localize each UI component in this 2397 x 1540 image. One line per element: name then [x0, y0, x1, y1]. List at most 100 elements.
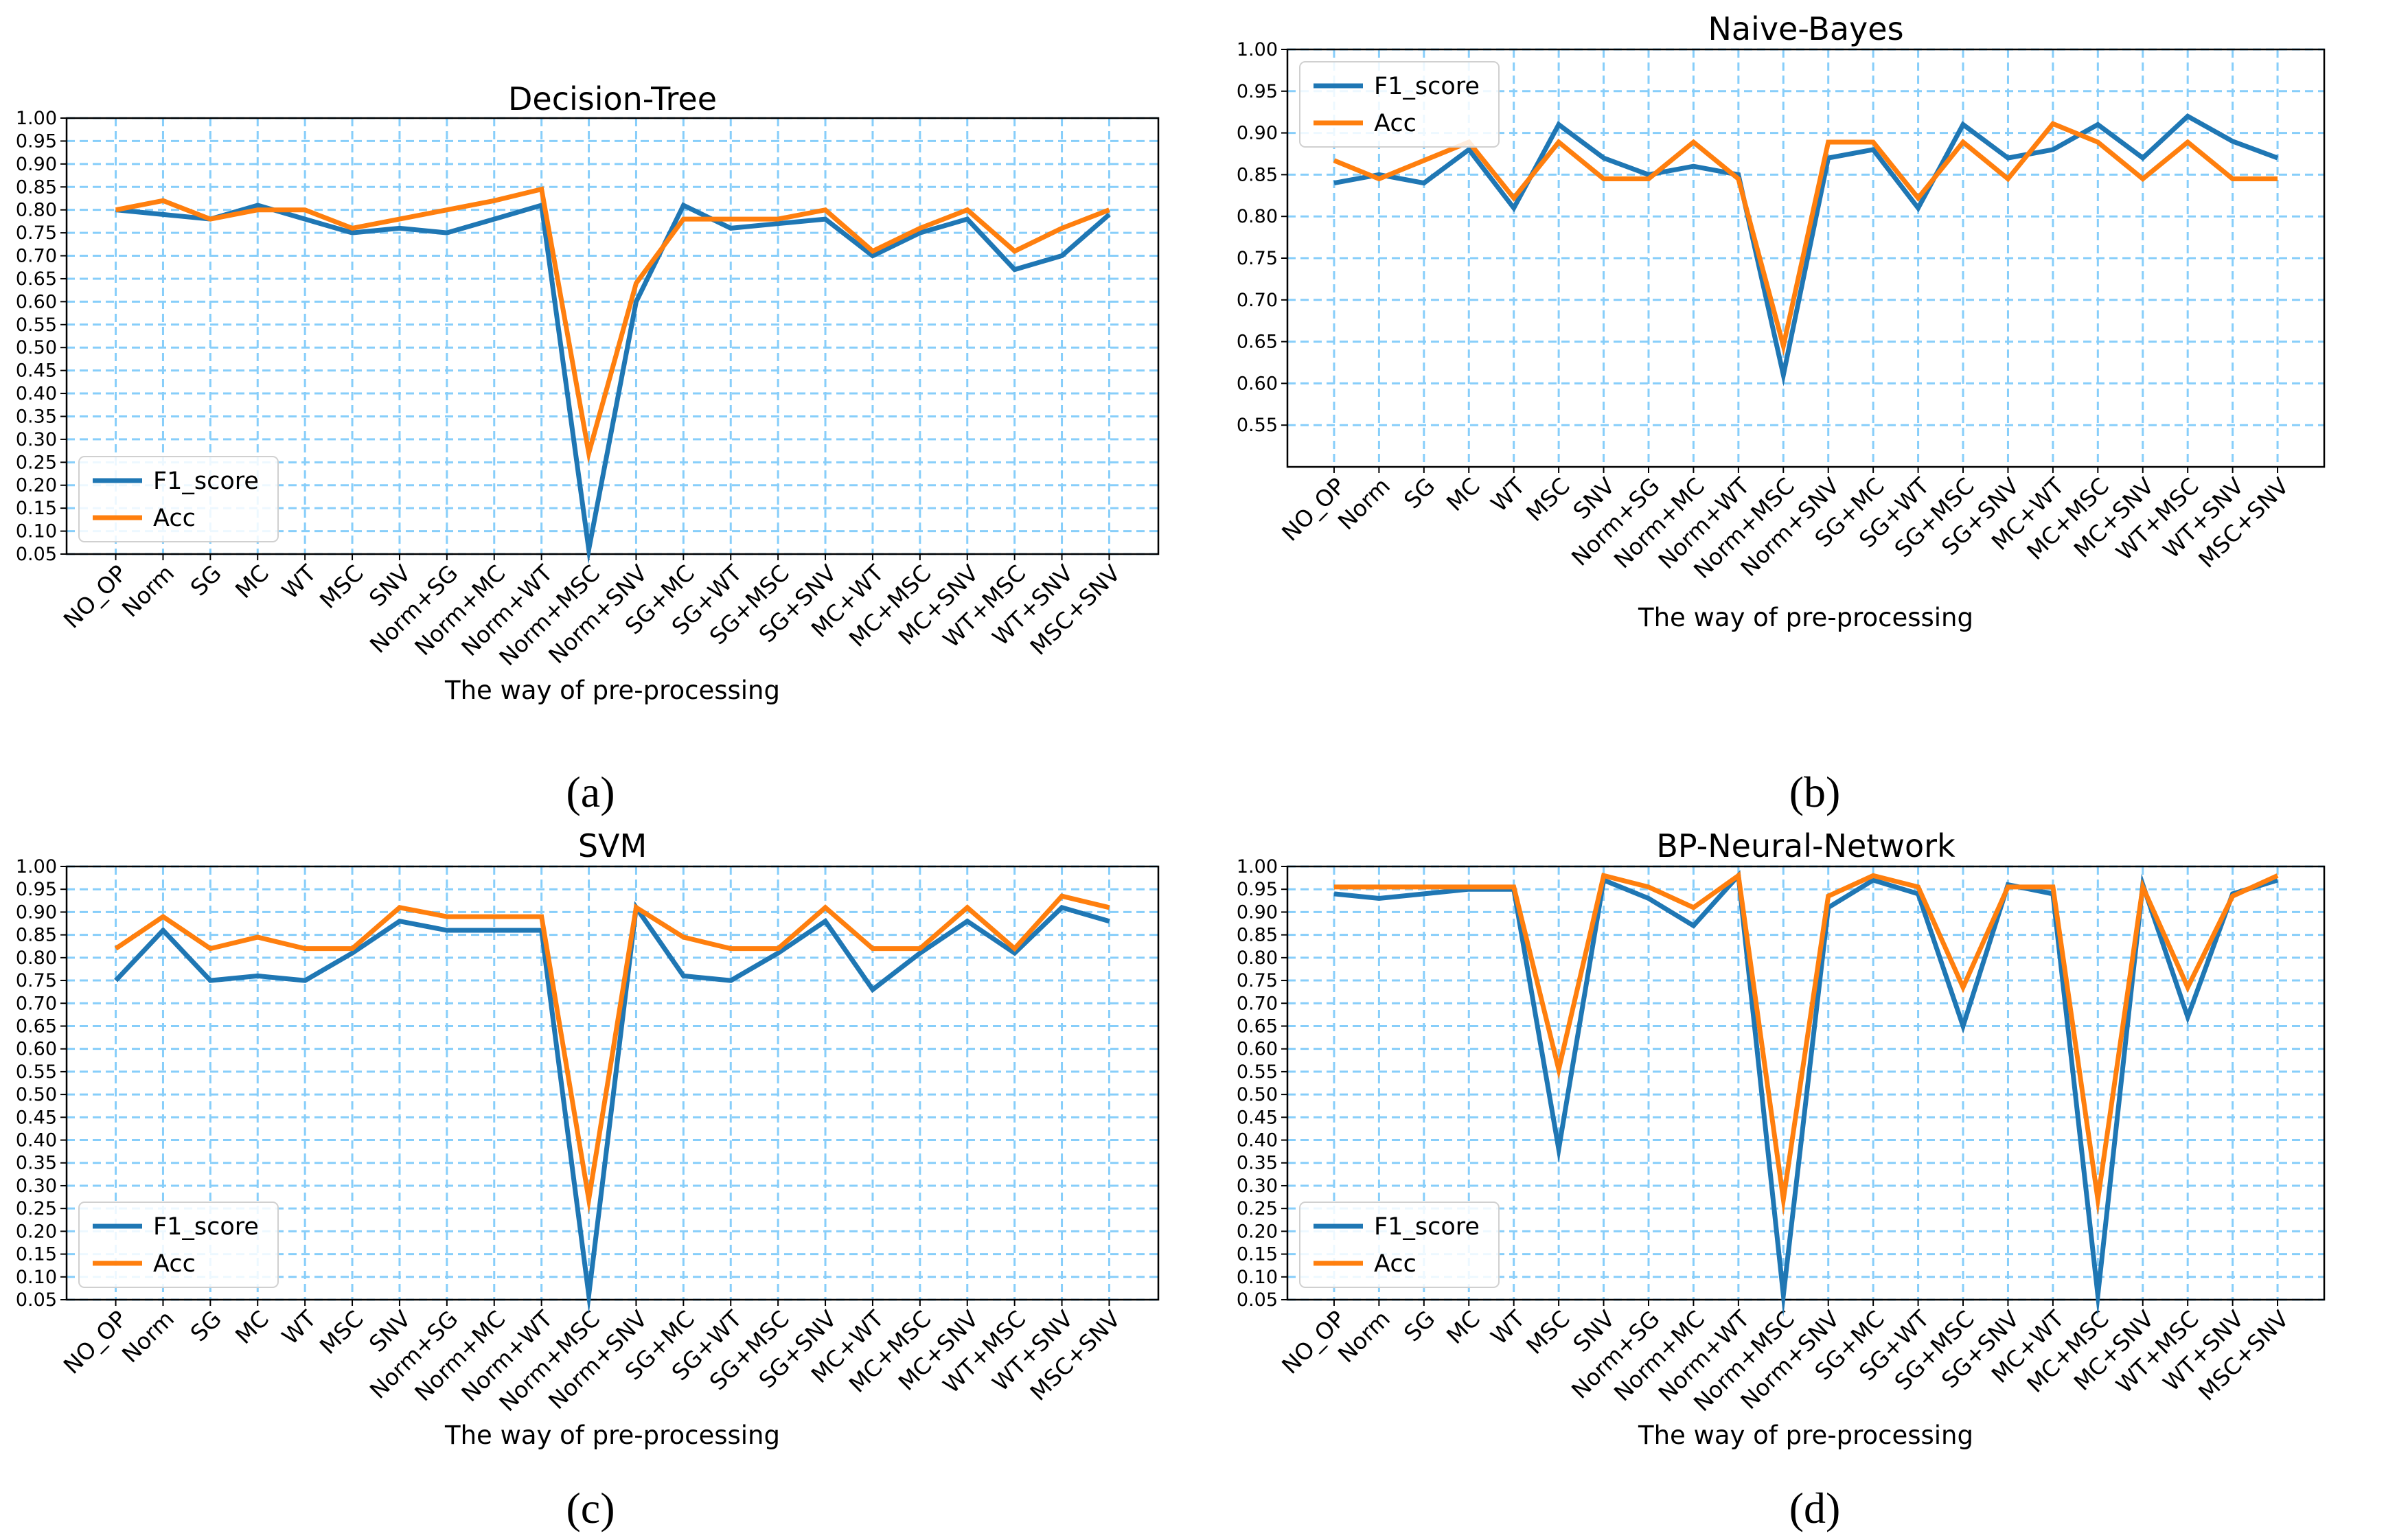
y-tick-label: 0.50	[16, 337, 57, 358]
y-tick-label: 0.10	[16, 1267, 57, 1288]
y-tick-label: 0.95	[16, 130, 57, 152]
x-tick-label: MSC	[1521, 472, 1575, 527]
legend: F1_score Acc	[78, 1202, 279, 1288]
x-axis-label: The way of pre-processing	[444, 1421, 780, 1450]
y-tick-label: 0.65	[16, 1015, 57, 1037]
legend-label: F1_score	[1374, 1213, 1480, 1241]
y-tick-label: 0.25	[1237, 1198, 1278, 1219]
y-tick-label: 0.15	[1237, 1244, 1278, 1265]
chart-title: SVM	[578, 827, 647, 864]
y-tick-label: 0.90	[1237, 901, 1278, 923]
chart-panel-2: 0.55 0.60 0.65 0.70 0.75 0.80 0.85 0.90 0.95 1.00…	[1237, 10, 2326, 816]
series-line-f1-score	[1333, 113, 2279, 387]
series-line-acc	[1333, 120, 2278, 356]
x-tick-label: WT	[277, 559, 321, 604]
legend-box	[1299, 1202, 1500, 1288]
y-tick-label: 0.10	[1237, 1267, 1278, 1288]
y-tick-label: 0.75	[16, 970, 57, 991]
y-tick-label: 0.85	[16, 176, 57, 198]
x-tick-label: Norm	[1333, 472, 1395, 535]
plot-frame	[65, 865, 1160, 1301]
chart-title: BP-Neural-Network	[1656, 827, 1956, 864]
legend-label: Acc	[153, 505, 196, 532]
y-tick-label: 0.20	[16, 475, 57, 496]
x-tick-label: WT	[277, 1305, 321, 1349]
chart-panel-4: 0.050.100.150.200.250.300.350.400.450.50…	[1237, 827, 2326, 1532]
legend: F1_score Acc	[1299, 1202, 1500, 1288]
x-tick-label: SG	[1399, 1305, 1440, 1346]
y-tick-label: 1.00	[1237, 39, 1278, 60]
y-tick-label: 0.85	[1237, 925, 1278, 946]
y-tick-label: 0.55	[16, 314, 57, 336]
y-tick-label: 0.65	[1237, 1015, 1278, 1037]
legend-label: Acc	[1374, 110, 1417, 137]
x-axis-label: The way of pre-processing	[1638, 1421, 1973, 1450]
x-tick-label: MC	[1441, 1305, 1485, 1349]
y-tick-label: 0.15	[16, 498, 57, 519]
y-tick-label: 0.45	[16, 1107, 57, 1128]
chart-title: Naive-Bayes	[1708, 10, 1903, 47]
x-tick-label: Norm	[117, 1305, 179, 1368]
y-tick-label: 0.35	[16, 1153, 57, 1174]
panel-caption: (d)	[1789, 1484, 1841, 1532]
y-tick-label: 0.85	[16, 925, 57, 946]
y-tick-label: 0.40	[1237, 1130, 1278, 1151]
y-tick-label: 0.95	[1237, 81, 1278, 102]
legend-box	[78, 1202, 279, 1288]
y-tick-label: 0.50	[16, 1084, 57, 1105]
y-tick-label: 0.55	[1237, 415, 1278, 436]
legend-box	[78, 456, 279, 542]
y-tick-label: 0.80	[16, 947, 57, 969]
y-tick-label: 0.25	[16, 1198, 57, 1219]
x-tick-label: Norm	[117, 560, 179, 622]
y-tick-label: 0.30	[1237, 1175, 1278, 1197]
x-tick-label: NO_OP	[58, 1305, 133, 1379]
y-tick-label: 0.75	[1237, 970, 1278, 991]
y-tick-label: 0.75	[1237, 248, 1278, 269]
y-tick-label: 0.45	[1237, 1107, 1278, 1128]
y-tick-label: 0.55	[16, 1061, 57, 1083]
legend-label: F1_score	[153, 1213, 259, 1241]
y-tick-label: 0.55	[1237, 1061, 1278, 1083]
x-tick-label: MC	[1441, 472, 1485, 516]
series-line-f1-score	[114, 901, 1110, 1315]
legend-box	[1299, 61, 1500, 148]
panel-caption: (c)	[566, 1484, 615, 1532]
y-tick-label: 0.80	[1237, 206, 1278, 227]
y-tick-label: 0.95	[1237, 879, 1278, 900]
legend: F1_score Acc	[1299, 61, 1500, 148]
y-tick-label: 0.90	[1237, 123, 1278, 144]
y-tick-label: 0.70	[1237, 993, 1278, 1014]
series-line-acc	[115, 186, 1110, 464]
y-tick-label: 0.70	[1237, 290, 1278, 311]
plot-frame	[1286, 865, 2326, 1301]
x-tick-label: MSC	[314, 1305, 369, 1359]
y-tick-label: 0.05	[1237, 1289, 1278, 1311]
y-tick-label: 0.80	[16, 200, 57, 221]
y-tick-label: 0.35	[16, 406, 57, 427]
legend-label: Acc	[153, 1250, 196, 1278]
y-tick-label: 0.90	[16, 154, 57, 175]
x-tick-label: NO_OP	[58, 560, 133, 634]
y-tick-label: 0.20	[1237, 1221, 1278, 1242]
x-tick-label: MSC	[1521, 1305, 1575, 1359]
y-tick-label: 0.20	[16, 1221, 57, 1242]
series-line-acc	[114, 893, 1110, 1215]
y-tick-label: 0.95	[16, 879, 57, 900]
y-tick-label: 0.40	[16, 1130, 57, 1151]
chart-panel-3: 0.050.100.150.200.250.300.350.400.450.50…	[16, 827, 1160, 1532]
x-tick-label: Norm	[1333, 1305, 1395, 1368]
y-tick-label: 0.40	[16, 383, 57, 404]
chart-title: Decision-Tree	[508, 80, 717, 117]
y-tick-label: 1.00	[1237, 856, 1278, 877]
legend-label: F1_score	[1374, 73, 1480, 100]
x-tick-label: MC	[230, 1305, 274, 1349]
x-tick-label: MC	[230, 560, 274, 604]
y-tick-label: 0.25	[16, 452, 57, 473]
y-tick-label: 0.30	[16, 429, 57, 450]
y-tick-label: 0.75	[16, 222, 57, 244]
panel-caption: (a)	[566, 768, 615, 816]
series-line-acc	[1334, 871, 2279, 1217]
plot-frame	[65, 117, 1160, 555]
